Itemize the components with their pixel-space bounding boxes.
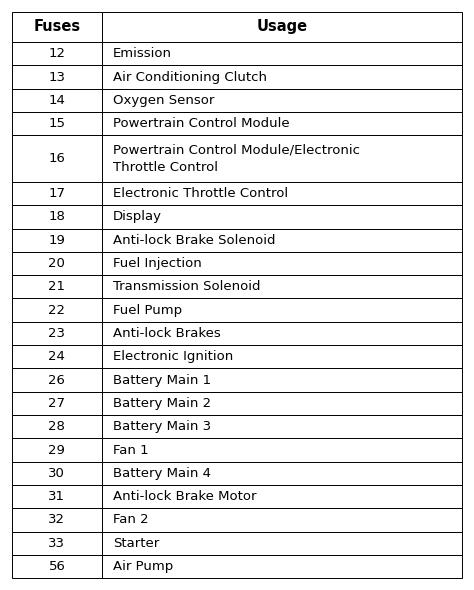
Text: 17: 17 xyxy=(48,187,65,200)
Bar xyxy=(102,392,462,415)
Text: 20: 20 xyxy=(48,257,65,270)
Bar xyxy=(12,205,102,228)
Bar xyxy=(12,345,102,368)
Text: Display: Display xyxy=(113,211,162,224)
Bar xyxy=(12,508,102,532)
Bar xyxy=(12,368,102,392)
Bar xyxy=(102,322,462,345)
Text: 18: 18 xyxy=(48,211,65,224)
Text: 15: 15 xyxy=(48,117,65,130)
Bar xyxy=(102,112,462,135)
Bar xyxy=(102,135,462,182)
Bar xyxy=(102,555,462,578)
Text: 19: 19 xyxy=(48,234,65,247)
Bar xyxy=(12,182,102,205)
Text: Battery Main 1: Battery Main 1 xyxy=(113,373,211,386)
Bar xyxy=(12,135,102,182)
Text: 30: 30 xyxy=(48,467,65,480)
Bar xyxy=(12,228,102,252)
Bar xyxy=(12,42,102,65)
Bar xyxy=(102,508,462,532)
Text: 28: 28 xyxy=(48,420,65,433)
Text: Fan 1: Fan 1 xyxy=(113,444,148,457)
Text: Powertrain Control Module: Powertrain Control Module xyxy=(113,117,289,130)
Bar xyxy=(102,252,462,275)
Text: Powertrain Control Module/Electronic
Throttle Control: Powertrain Control Module/Electronic Thr… xyxy=(113,143,360,173)
Bar xyxy=(102,461,462,485)
Text: 21: 21 xyxy=(48,280,65,293)
Text: Fuel Injection: Fuel Injection xyxy=(113,257,201,270)
Text: 12: 12 xyxy=(48,47,65,60)
Bar xyxy=(12,555,102,578)
Bar xyxy=(102,205,462,228)
Text: 13: 13 xyxy=(48,71,65,84)
Text: 33: 33 xyxy=(48,537,65,550)
Text: 56: 56 xyxy=(48,560,65,573)
Bar xyxy=(12,299,102,322)
Text: 26: 26 xyxy=(48,373,65,386)
Text: Electronic Throttle Control: Electronic Throttle Control xyxy=(113,187,288,200)
Text: 23: 23 xyxy=(48,327,65,340)
Bar xyxy=(102,368,462,392)
Bar xyxy=(12,322,102,345)
Bar xyxy=(102,532,462,555)
Bar xyxy=(102,182,462,205)
Bar xyxy=(102,65,462,88)
Bar xyxy=(12,275,102,299)
Text: Fuses: Fuses xyxy=(33,19,81,34)
Bar xyxy=(12,65,102,88)
Bar xyxy=(102,228,462,252)
Bar xyxy=(12,532,102,555)
Bar xyxy=(102,438,462,461)
Bar xyxy=(12,485,102,508)
Text: 29: 29 xyxy=(48,444,65,457)
Bar xyxy=(12,392,102,415)
Bar xyxy=(12,415,102,438)
Bar xyxy=(102,415,462,438)
Bar xyxy=(102,345,462,368)
Bar xyxy=(102,275,462,299)
Bar xyxy=(12,252,102,275)
Text: Anti-lock Brake Motor: Anti-lock Brake Motor xyxy=(113,490,256,503)
Text: Air Conditioning Clutch: Air Conditioning Clutch xyxy=(113,71,267,84)
Text: Fuel Pump: Fuel Pump xyxy=(113,304,182,317)
Text: Emission: Emission xyxy=(113,47,172,60)
Text: Fan 2: Fan 2 xyxy=(113,513,148,526)
Bar xyxy=(12,438,102,461)
Text: 22: 22 xyxy=(48,304,65,317)
Text: Anti-lock Brake Solenoid: Anti-lock Brake Solenoid xyxy=(113,234,275,247)
Bar xyxy=(102,485,462,508)
Text: Oxygen Sensor: Oxygen Sensor xyxy=(113,94,214,107)
Bar xyxy=(102,42,462,65)
Bar xyxy=(12,12,102,42)
Bar xyxy=(12,112,102,135)
Text: Starter: Starter xyxy=(113,537,159,550)
Text: Air Pump: Air Pump xyxy=(113,560,173,573)
Bar xyxy=(102,88,462,112)
Text: 32: 32 xyxy=(48,513,65,526)
Text: Transmission Solenoid: Transmission Solenoid xyxy=(113,280,260,293)
Text: Battery Main 3: Battery Main 3 xyxy=(113,420,211,433)
Text: Battery Main 2: Battery Main 2 xyxy=(113,397,211,410)
Bar xyxy=(12,461,102,485)
Text: 24: 24 xyxy=(48,350,65,363)
Text: 27: 27 xyxy=(48,397,65,410)
Bar xyxy=(102,299,462,322)
Bar xyxy=(102,12,462,42)
Text: Usage: Usage xyxy=(256,19,308,34)
Text: 16: 16 xyxy=(48,152,65,165)
Text: Battery Main 4: Battery Main 4 xyxy=(113,467,211,480)
Text: 14: 14 xyxy=(48,94,65,107)
Text: Electronic Ignition: Electronic Ignition xyxy=(113,350,233,363)
Text: Anti-lock Brakes: Anti-lock Brakes xyxy=(113,327,220,340)
Text: 31: 31 xyxy=(48,490,65,503)
Bar xyxy=(12,88,102,112)
